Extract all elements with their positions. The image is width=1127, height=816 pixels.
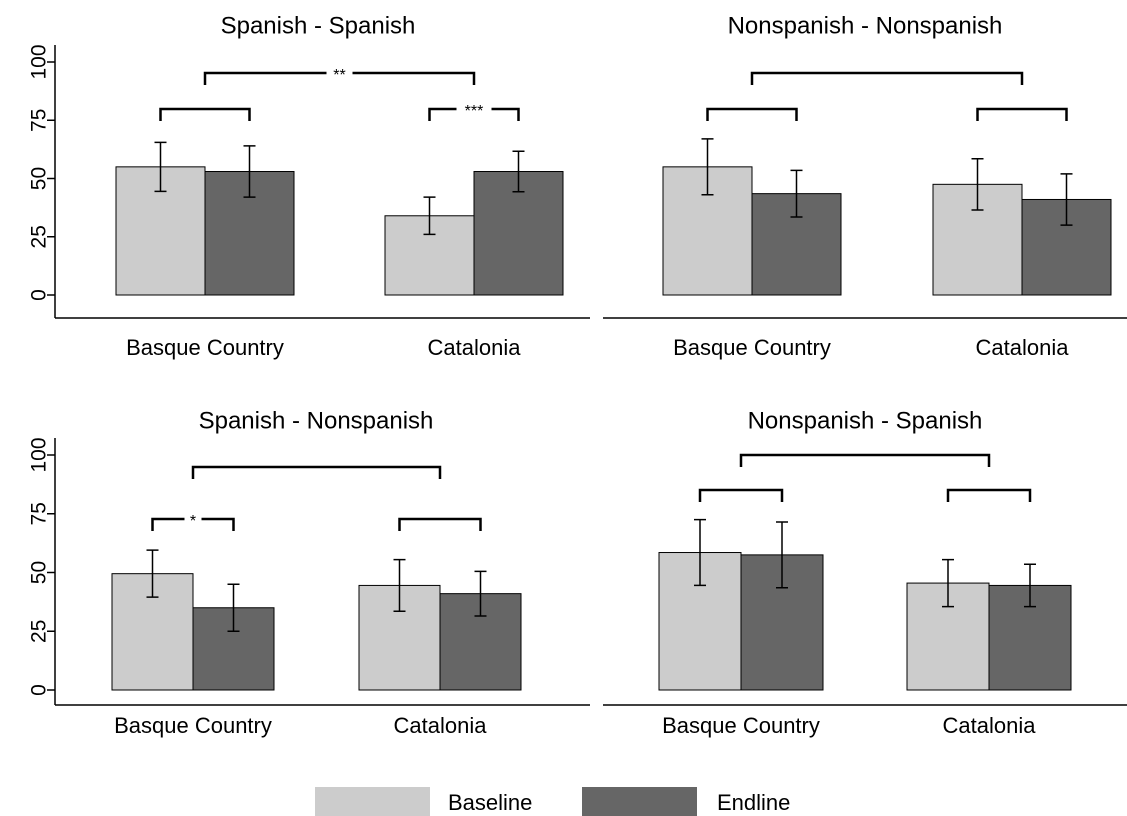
y-tick-label: 75 [28, 502, 51, 525]
error-bar [154, 141, 167, 193]
x-tick-label: Basque Country [673, 335, 831, 360]
y-tick-label: 0 [28, 289, 51, 301]
error-bar [694, 518, 706, 587]
error-bar [227, 583, 240, 632]
x-tick-label: Catalonia [394, 713, 488, 738]
x-tick-label: Basque Country [114, 713, 272, 738]
significance-bracket [750, 71, 1024, 85]
y-tick-label: 25 [28, 620, 51, 643]
legend-label: Baseline [448, 790, 532, 815]
label-bg [184, 513, 202, 525]
x-tick-label: Catalonia [943, 713, 1037, 738]
error-bar [146, 549, 159, 598]
significance-bracket [706, 107, 798, 121]
y-tick-label: 25 [28, 225, 51, 248]
y-tick-label: 0 [28, 684, 51, 696]
panel-title: Spanish - Nonspanish [199, 407, 434, 434]
error-bar [474, 570, 487, 617]
significance-bracket [976, 107, 1068, 121]
significance-label: * [190, 513, 196, 530]
significance-bracket [946, 488, 1032, 502]
panel-title: Nonspanish - Nonspanish [728, 12, 1003, 39]
error-bar [701, 138, 714, 196]
x-tick-label: Basque Country [662, 713, 820, 738]
error-bar [512, 150, 525, 193]
error-bar [393, 558, 406, 613]
panel-title: Spanish - Spanish [221, 12, 416, 39]
error-bar [776, 521, 788, 589]
legend-label: Endline [717, 790, 790, 815]
y-tick-label: 75 [28, 109, 51, 132]
y-tick-label: 50 [28, 167, 51, 190]
significance-label: *** [465, 103, 484, 120]
label-bg [456, 103, 492, 115]
significance-bracket [398, 517, 482, 531]
error-bar [790, 169, 803, 218]
significance-bracket [698, 488, 784, 502]
y-tick-label: 50 [28, 561, 51, 584]
legend-swatch [582, 787, 697, 816]
significance-bracket [159, 107, 251, 121]
significance-bracket [739, 453, 991, 467]
significance-bracket [191, 465, 442, 479]
y-tick-label: 100 [28, 44, 51, 79]
legend-swatch [315, 787, 430, 816]
label-bg [326, 67, 353, 79]
x-tick-label: Basque Country [126, 335, 284, 360]
panel-title: Nonspanish - Spanish [748, 407, 983, 434]
error-bar [423, 196, 436, 236]
error-bar [971, 157, 984, 211]
x-tick-label: Catalonia [428, 335, 522, 360]
significance-label: ** [333, 67, 345, 84]
y-tick-label: 100 [28, 437, 51, 472]
x-tick-label: Catalonia [976, 335, 1070, 360]
error-bar [942, 558, 954, 608]
error-bar [243, 145, 256, 198]
error-bar [1060, 173, 1073, 226]
error-bar [1024, 563, 1036, 608]
